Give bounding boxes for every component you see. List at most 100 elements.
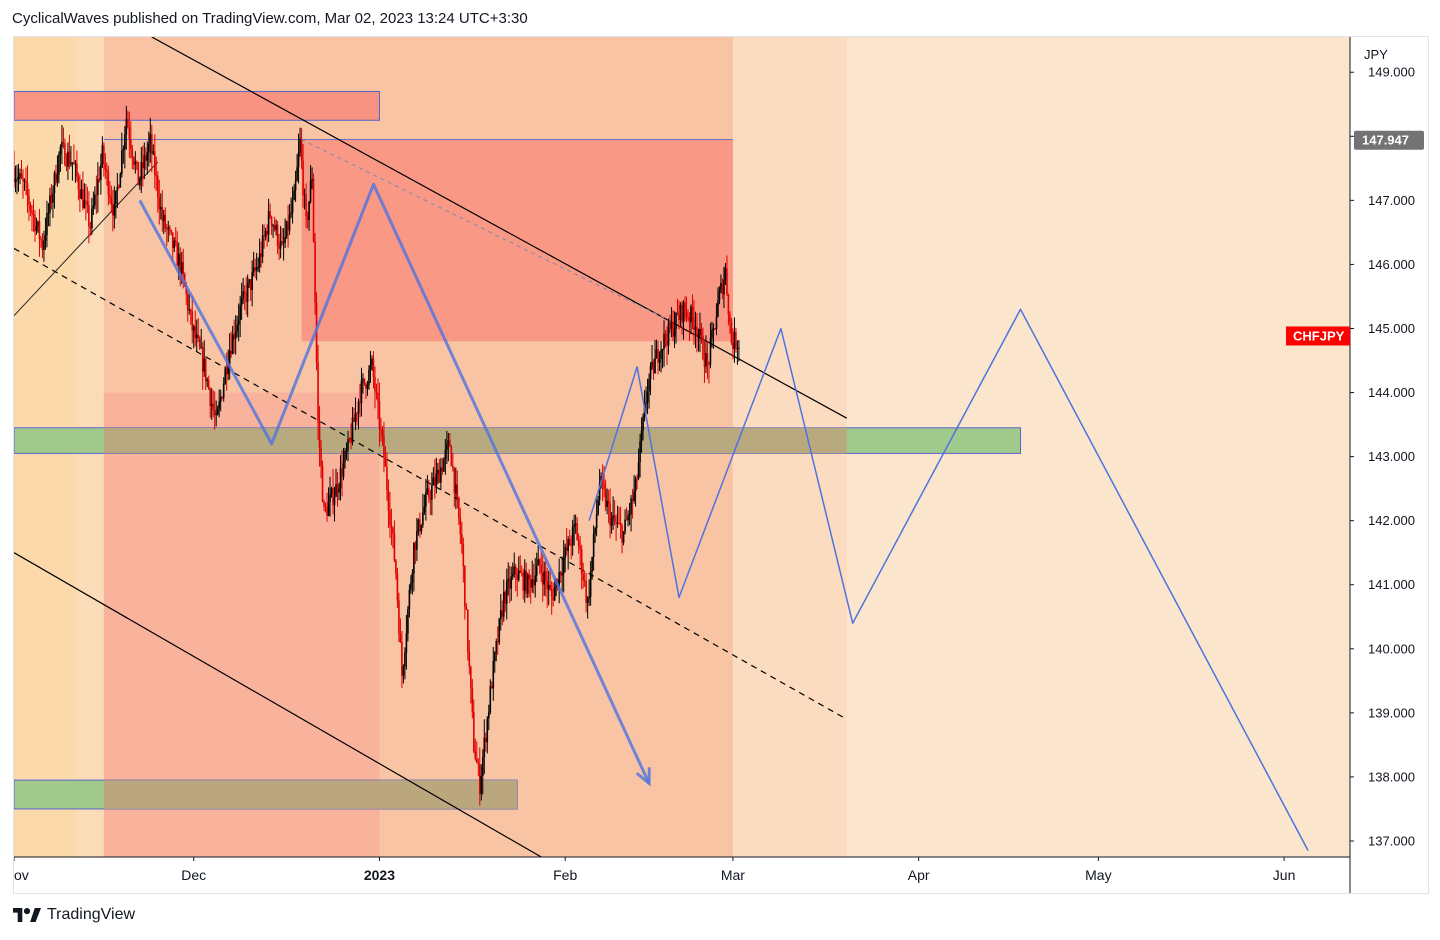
candle-body — [640, 430, 643, 442]
candle-body — [342, 461, 345, 478]
candle-body — [535, 565, 538, 576]
y-tick-label: 145.000 — [1368, 321, 1415, 336]
candle-body — [628, 514, 631, 516]
axes: JPY149.000148.000147.000146.000145.00014… — [14, 37, 1428, 893]
candle-body — [438, 469, 441, 483]
candle-body — [61, 142, 63, 148]
y-tick-label: 138.000 — [1368, 769, 1415, 784]
candle-body — [425, 492, 427, 507]
candle-body — [233, 334, 235, 340]
candle-body — [296, 167, 298, 181]
candle-body — [567, 539, 569, 551]
candle-body — [688, 317, 691, 323]
candle-body — [404, 652, 406, 667]
candle-body — [159, 206, 162, 210]
channel-upper-line — [151, 37, 848, 419]
candle-body — [669, 322, 671, 330]
candle-body — [422, 512, 424, 525]
candle-body — [738, 347, 740, 349]
candle-body — [585, 580, 587, 603]
last-price-badge — [1354, 130, 1424, 150]
candles — [14, 105, 740, 806]
candle-body — [88, 205, 90, 227]
candle-body — [127, 118, 129, 128]
candle-body — [113, 203, 116, 216]
candle-body — [498, 618, 501, 643]
candle-body — [685, 311, 688, 318]
candle-body — [28, 195, 30, 205]
candle-body — [354, 413, 357, 422]
candle-body — [630, 498, 632, 515]
candle-body — [529, 579, 532, 588]
candle-body — [68, 151, 71, 165]
candle-body — [383, 436, 385, 458]
candle-body — [44, 235, 47, 241]
candle-body — [712, 328, 715, 331]
candle-body — [429, 497, 432, 500]
candle-body — [417, 519, 420, 531]
candle-body — [165, 228, 168, 230]
candle-body — [420, 524, 423, 532]
candle-body — [332, 488, 334, 506]
candle-body — [302, 160, 304, 196]
tradingview-logo-icon — [13, 908, 41, 922]
candle-body — [124, 134, 126, 150]
candle-body — [493, 652, 496, 662]
candle-body — [224, 368, 226, 384]
candle-body — [56, 174, 59, 183]
candle-body — [631, 498, 634, 501]
candle-body — [228, 350, 231, 365]
candle-body — [396, 573, 399, 601]
candle-body — [553, 587, 556, 601]
candle-body — [267, 211, 270, 235]
last-price-label: 147.947 — [1362, 133, 1409, 148]
chart-area[interactable]: JPY149.000148.000147.000146.000145.00014… — [13, 36, 1429, 894]
candle-body — [517, 570, 520, 580]
candle-body — [152, 151, 155, 154]
candle-body — [134, 161, 137, 165]
symbol-label: CHFJPY — [1293, 328, 1345, 343]
candle-body — [660, 349, 662, 359]
candle-body — [64, 143, 66, 165]
candle-body — [378, 401, 381, 429]
candle-body — [505, 581, 508, 604]
candle-body — [344, 451, 346, 462]
candle-body — [523, 570, 526, 591]
candle-body — [261, 235, 264, 258]
candle-body — [153, 151, 156, 176]
candle-body — [718, 290, 721, 301]
candle-body — [73, 162, 75, 165]
candle-body — [116, 186, 119, 191]
candle-body — [109, 194, 111, 199]
drawing-lines — [14, 37, 848, 858]
candle-body — [479, 764, 481, 794]
candle-body — [428, 488, 430, 498]
candle-body — [580, 549, 583, 574]
candle-body — [374, 377, 376, 392]
candle-body — [176, 243, 179, 266]
candle-body — [112, 204, 114, 216]
candle-body — [19, 173, 21, 177]
candle-body — [570, 545, 572, 547]
candle-body — [501, 610, 504, 617]
candle-body — [32, 213, 35, 216]
candle-body — [327, 501, 330, 516]
candle-body — [59, 147, 62, 155]
candle-body — [489, 686, 492, 713]
channel-mid-line — [14, 247, 848, 720]
candle-body — [26, 182, 29, 196]
candle-body — [356, 413, 358, 415]
candle-body — [339, 468, 342, 489]
candle-body — [14, 168, 15, 182]
candle-body — [675, 312, 677, 330]
candle-body — [423, 506, 426, 513]
candle-body — [468, 651, 471, 667]
candle-body — [74, 163, 77, 165]
price-chart[interactable]: JPY149.000148.000147.000146.000145.00014… — [14, 37, 1428, 893]
candle-body — [607, 500, 610, 505]
candle-body — [119, 173, 122, 188]
candle-body — [182, 262, 185, 275]
candle-body — [249, 279, 252, 290]
candle-body — [185, 286, 188, 294]
candle-body — [568, 539, 571, 546]
